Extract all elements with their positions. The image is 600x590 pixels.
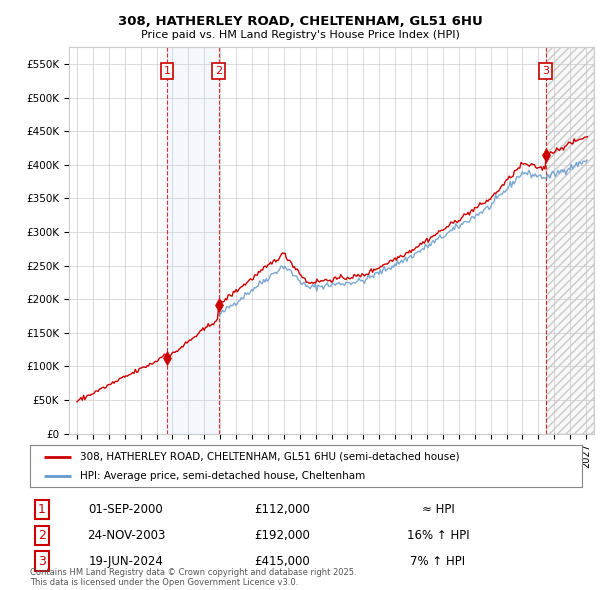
Text: HPI: Average price, semi-detached house, Cheltenham: HPI: Average price, semi-detached house,…	[80, 471, 365, 481]
Text: 7% ↑ HPI: 7% ↑ HPI	[410, 555, 466, 568]
Text: £112,000: £112,000	[254, 503, 310, 516]
Text: 3: 3	[38, 555, 46, 568]
Text: 1: 1	[38, 503, 46, 516]
Bar	[167, 47, 218, 434]
Text: 16% ↑ HPI: 16% ↑ HPI	[407, 529, 469, 542]
Text: 24-NOV-2003: 24-NOV-2003	[87, 529, 165, 542]
Text: 308, HATHERLEY ROAD, CHELTENHAM, GL51 6HU (semi-detached house): 308, HATHERLEY ROAD, CHELTENHAM, GL51 6H…	[80, 451, 460, 461]
Text: 308, HATHERLEY ROAD, CHELTENHAM, GL51 6HU: 308, HATHERLEY ROAD, CHELTENHAM, GL51 6H…	[118, 15, 482, 28]
Text: Contains HM Land Registry data © Crown copyright and database right 2025.
This d: Contains HM Land Registry data © Crown c…	[30, 568, 356, 587]
Text: Price paid vs. HM Land Registry's House Price Index (HPI): Price paid vs. HM Land Registry's House …	[140, 30, 460, 40]
Text: 2: 2	[215, 65, 222, 76]
Text: £415,000: £415,000	[254, 555, 310, 568]
Bar	[545, 47, 594, 434]
Text: 2: 2	[38, 529, 46, 542]
Text: 1: 1	[164, 65, 170, 76]
Text: ≈ HPI: ≈ HPI	[422, 503, 454, 516]
Text: £192,000: £192,000	[254, 529, 310, 542]
Text: 19-JUN-2024: 19-JUN-2024	[89, 555, 163, 568]
Text: 01-SEP-2000: 01-SEP-2000	[89, 503, 163, 516]
Bar	[545, 47, 594, 434]
Text: 3: 3	[542, 65, 549, 76]
